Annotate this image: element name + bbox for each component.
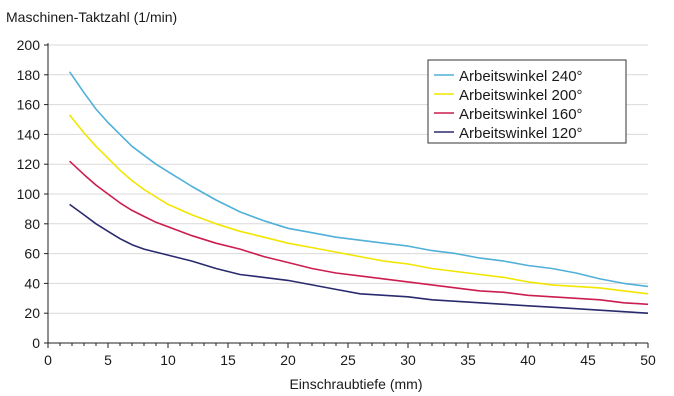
y-axis-title: Maschinen-Taktzahl (1/min) <box>6 9 177 25</box>
y-tick-label: 160 <box>17 97 41 113</box>
legend-label-3: Arbeitswinkel 120° <box>459 125 583 142</box>
x-tick-label: 0 <box>44 352 52 368</box>
y-tick-label: 120 <box>17 156 41 172</box>
x-tick-label: 5 <box>104 352 112 368</box>
series-lines <box>68 71 649 314</box>
series-line-2 <box>69 160 649 306</box>
y-tick-label: 140 <box>17 126 41 142</box>
x-tick-label: 45 <box>580 352 596 368</box>
x-tick-label: 10 <box>160 352 176 368</box>
series-line-1 <box>68 114 649 295</box>
x-tick-label: 20 <box>280 352 296 368</box>
y-tick-label: 0 <box>32 335 40 351</box>
x-axis-title: Einschraubtiefe (mm) <box>289 376 422 392</box>
y-tick-label: 200 <box>17 37 41 53</box>
y-tick-label: 80 <box>24 216 40 232</box>
x-tick-label: 35 <box>460 352 476 368</box>
grid <box>48 44 648 314</box>
x-tick-label: 50 <box>640 352 656 368</box>
y-tick-label: 20 <box>24 305 40 321</box>
tick-labels: 0 20 40 60 80 100 120 140 160 180 200 0 5 10 15 20 25 30 3… <box>17 37 656 368</box>
legend-label-1: Arbeitswinkel 200° <box>459 87 583 104</box>
legend-label-2: Arbeitswinkel 160° <box>459 106 583 123</box>
legend-box <box>427 59 627 144</box>
y-tick-label: 40 <box>24 275 40 291</box>
x-tick-label: 40 <box>520 352 536 368</box>
legend: Arbeitswinkel 240° Arbeitswinkel 200° Arbe… <box>427 59 627 144</box>
legend-label-0: Arbeitswinkel 240° <box>459 68 583 85</box>
series-line-3 <box>69 203 649 314</box>
x-tick-label: 25 <box>340 352 356 368</box>
axes <box>44 43 649 348</box>
x-tick-label: 30 <box>400 352 416 368</box>
y-tick-label: 60 <box>24 246 40 262</box>
series-line-0 <box>68 71 649 288</box>
y-tick-label: 100 <box>17 186 41 202</box>
x-tick-label: 15 <box>220 352 236 368</box>
y-tick-label: 180 <box>17 67 41 83</box>
